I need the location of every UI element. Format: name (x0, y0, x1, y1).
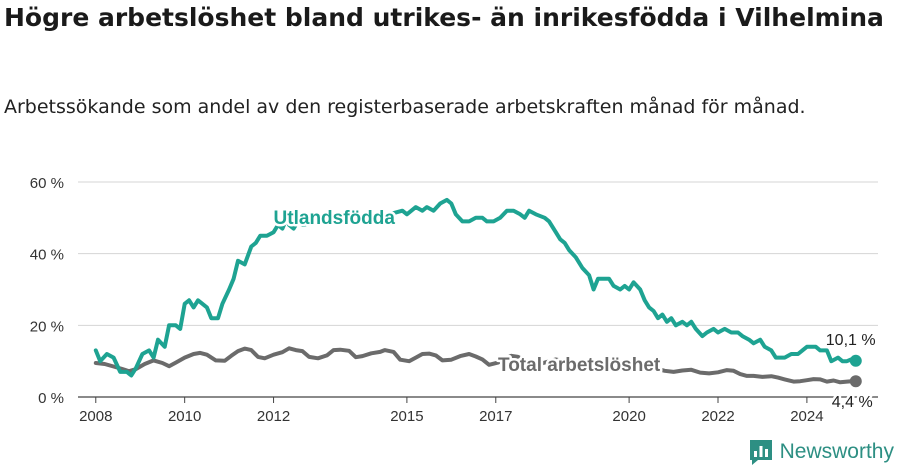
gridlines (78, 181, 878, 398)
y-tick-label: 40 % (30, 247, 64, 264)
series-end-marker (849, 375, 862, 388)
series-lines (93, 197, 862, 388)
x-tick-label: 2008 (79, 408, 112, 425)
x-tick-label: 2020 (612, 408, 645, 425)
series-end-marker (849, 354, 862, 367)
end-value-total: 4,4 % (832, 394, 873, 411)
chart-subtitle: Arbetssökande som andel av den registerb… (4, 96, 806, 118)
y-axis-ticks: 0 % 20 % 40 % 60 % (30, 175, 64, 407)
y-tick-label: 20 % (30, 318, 64, 335)
x-tick-label: 2024 (790, 408, 823, 425)
x-tick-label: 2022 (701, 408, 734, 425)
x-tick-label: 2010 (168, 408, 201, 425)
series-label-total-halo: Total arbetslöshet (498, 355, 661, 376)
end-value-utlandsfodda-halo: 10,1 % (826, 332, 876, 349)
y-tick-label: 60 % (30, 175, 64, 192)
series-line (93, 346, 858, 385)
chart-title: Högre arbetslöshet bland utrikes- än inr… (4, 3, 884, 32)
x-axis-ticks: 2008 2010 2012 2015 2017 2020 2022 2024 (79, 397, 824, 425)
x-tick-label: 2015 (390, 408, 423, 425)
brand-name: Newsworthy (779, 440, 894, 463)
newsworthy-logo: Newsworthy (748, 438, 894, 466)
end-value-total-halo: 4,4 % (832, 394, 873, 411)
bar-chart-icon (749, 440, 772, 465)
series-label-utlandsfodda: Utlandsfödda (274, 208, 396, 229)
y-tick-label: 0 % (38, 390, 64, 407)
x-tick-label: 2017 (479, 408, 512, 425)
series-line (93, 197, 858, 378)
series-label-utlandsfodda-halo: Utlandsfödda (274, 208, 396, 229)
end-value-utlandsfodda: 10,1 % (826, 332, 876, 349)
x-tick-label: 2012 (257, 408, 290, 425)
series-label-total: Total arbetslöshet (498, 355, 661, 376)
